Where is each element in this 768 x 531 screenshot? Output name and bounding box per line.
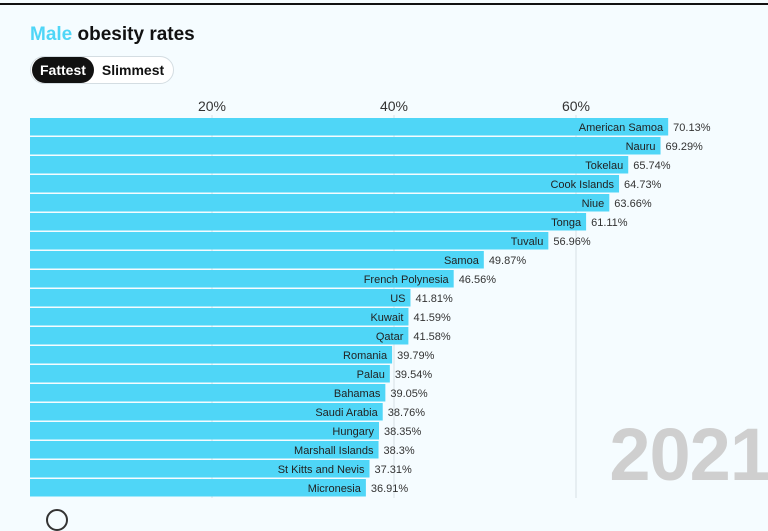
bar-value-label: 46.56% <box>459 274 497 286</box>
bar-value-label: 39.79% <box>397 350 435 362</box>
bar-category-label: Nauru <box>626 141 656 153</box>
bar <box>30 194 610 212</box>
bar <box>30 365 390 383</box>
bar-category-label: Tuvalu <box>511 236 544 248</box>
bar-value-label: 64.73% <box>624 179 662 191</box>
bar-category-label: Cook Islands <box>550 179 614 191</box>
bar-value-label: 41.81% <box>415 293 453 305</box>
bar-value-label: 65.74% <box>633 160 671 172</box>
bar-category-label: American Samoa <box>579 122 664 134</box>
bar-category-label: US <box>390 293 405 305</box>
bar <box>30 403 383 421</box>
bar-category-label: Niue <box>582 198 605 210</box>
bar <box>30 422 379 440</box>
bar-value-label: 63.66% <box>614 198 652 210</box>
bar-value-label: 38.3% <box>384 445 415 457</box>
bar <box>30 479 366 497</box>
bar <box>30 251 484 269</box>
title-rest: obesity rates <box>72 24 195 45</box>
bar <box>30 460 370 478</box>
play-control[interactable] <box>46 509 68 531</box>
bar <box>30 441 379 459</box>
fattest-button[interactable]: Fattest <box>32 57 94 83</box>
bar-value-label: 37.31% <box>375 464 413 476</box>
bar-category-label: Marshall Islands <box>294 445 374 457</box>
top-divider <box>0 3 768 5</box>
bar-value-label: 38.35% <box>384 426 422 438</box>
bar-category-label: Palau <box>357 369 385 381</box>
bar-value-label: 39.54% <box>395 369 433 381</box>
bar-category-label: Samoa <box>444 255 480 267</box>
slimmest-button[interactable]: Slimmest <box>101 62 165 78</box>
bar-value-label: 36.91% <box>371 483 409 495</box>
bar-value-label: 61.11% <box>591 217 628 229</box>
bar <box>30 289 411 307</box>
bar-category-label: Bahamas <box>334 388 381 400</box>
bar <box>30 270 454 288</box>
bar-category-label: Saudi Arabia <box>315 407 378 419</box>
x-tick-label: 60% <box>562 98 590 114</box>
bar-value-label: 69.29% <box>666 141 704 153</box>
bar-value-label: 38.76% <box>388 407 426 419</box>
bar <box>30 118 669 136</box>
bar-value-label: 41.59% <box>413 312 451 324</box>
bar <box>30 308 409 326</box>
ranking-toggle: Fattest Slimmest <box>30 56 175 84</box>
bar <box>30 137 661 155</box>
chart-title: Male obesity rates <box>30 24 195 46</box>
bar <box>30 384 386 402</box>
bar-category-label: St Kitts and Nevis <box>278 464 365 476</box>
bar-category-label: Tonga <box>551 217 582 229</box>
bar <box>30 156 629 174</box>
title-accent: Male <box>30 24 73 45</box>
bar-category-label: Romania <box>343 350 388 362</box>
bar-chart: 20% 40% 60% American Samoa 70.13% Nauru 69.29%… <box>30 98 711 498</box>
bar-category-label: Micronesia <box>308 483 362 495</box>
bar-value-label: 49.87% <box>489 255 527 267</box>
bar-value-label: 70.13% <box>673 122 711 134</box>
bar-category-label: Hungary <box>332 426 374 438</box>
bar <box>30 232 549 250</box>
bar <box>30 346 393 364</box>
bar <box>30 175 620 193</box>
bar <box>30 213 587 231</box>
bar-category-label: Qatar <box>376 331 404 343</box>
x-tick-label: 20% <box>198 98 226 114</box>
bar-category-label: Kuwait <box>370 312 403 324</box>
bar <box>30 327 409 345</box>
x-tick-label: 40% <box>380 98 408 114</box>
bar-category-label: French Polynesia <box>364 274 450 286</box>
bar-value-label: 56.96% <box>553 236 591 248</box>
year-watermark: 2021 <box>609 413 768 496</box>
bar-value-label: 41.58% <box>413 331 451 343</box>
bar-category-label: Tokelau <box>585 160 623 172</box>
bar-value-label: 39.05% <box>390 388 428 400</box>
